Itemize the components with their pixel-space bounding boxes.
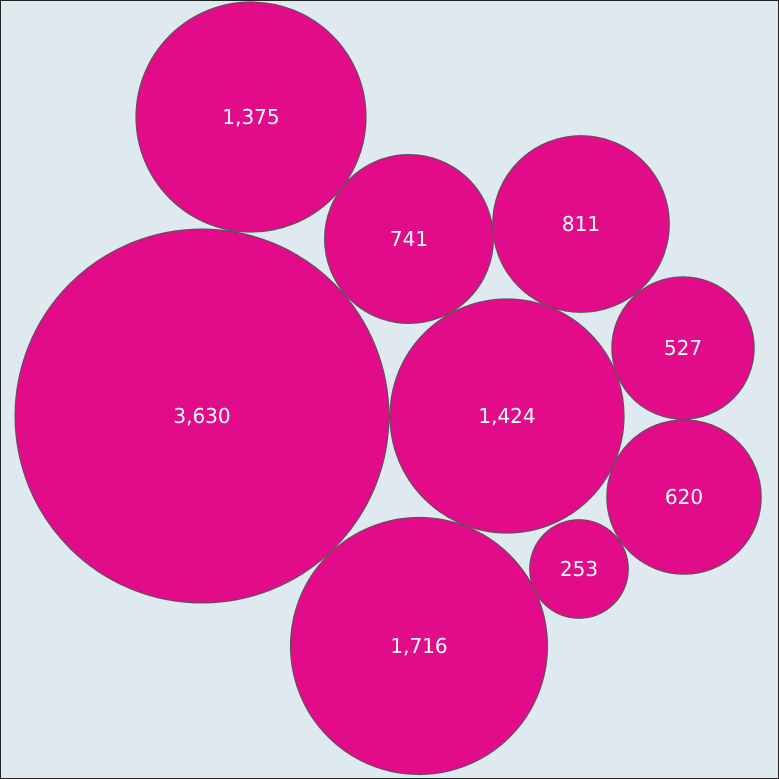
bubble-label-2: 1,424 (478, 404, 535, 428)
bubble-label-5: 741 (390, 227, 428, 251)
bubble-3[interactable] (135, 1, 367, 233)
bubble-label-8: 253 (560, 557, 598, 581)
bubble-label-1: 1,716 (390, 634, 447, 658)
bubble-0[interactable] (14, 228, 390, 604)
bubble-label-3: 1,375 (222, 105, 279, 129)
bubble-label-0: 3,630 (173, 404, 230, 428)
bubble-7[interactable] (611, 276, 755, 420)
bubble-5[interactable] (324, 154, 494, 324)
bubble-label-6: 620 (665, 485, 703, 509)
bubble-1[interactable] (289, 516, 549, 776)
bubble-2[interactable] (389, 298, 625, 534)
bubble-8[interactable] (529, 519, 629, 619)
bubble-label-7: 527 (664, 336, 702, 360)
bubble-label-4: 811 (562, 212, 600, 236)
